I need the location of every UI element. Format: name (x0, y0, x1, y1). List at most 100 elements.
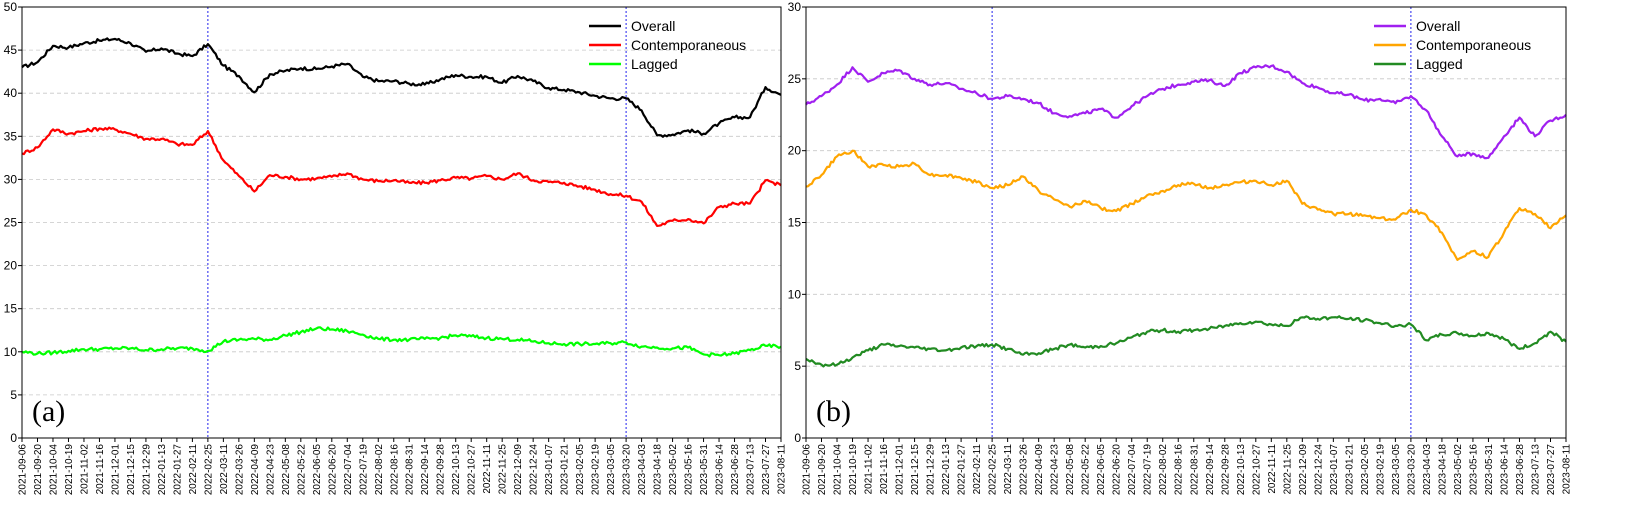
y-tick-label: 15 (4, 302, 18, 316)
x-tick-label: 2023-02-19 (1375, 444, 1386, 496)
x-tick-label: 2021-11-02 (79, 444, 90, 495)
x-tick-label: 2023-07-27 (1546, 444, 1557, 496)
y-tick-label: 45 (4, 43, 18, 57)
x-tick-label: 2023-05-02 (1453, 444, 1464, 496)
x-tick-label: 2022-02-11 (188, 444, 199, 495)
x-tick-label: 2022-07-04 (1127, 444, 1138, 496)
x-tick-label: 2022-07-19 (358, 444, 369, 496)
x-tick-label: 2022-11-25 (1282, 444, 1293, 495)
x-tick-label: 2023-03-05 (606, 444, 617, 496)
y-tick-label: 20 (788, 144, 802, 158)
x-tick-label: 2022-10-13 (451, 444, 462, 496)
x-tick-label: 2022-08-02 (374, 444, 385, 496)
x-tick-label: 2022-01-13 (157, 444, 168, 496)
x-tick-label: 2022-05-08 (1065, 444, 1076, 496)
y-tick-label: 15 (788, 216, 802, 230)
x-tick-label: 2022-12-24 (1313, 444, 1324, 496)
y-tick-label: 25 (788, 72, 802, 86)
x-tick-label: 2021-12-15 (126, 444, 137, 496)
y-tick-label: 40 (4, 86, 18, 100)
x-tick-label: 2022-01-13 (941, 444, 952, 496)
x-tick-label: 2023-01-21 (1344, 444, 1355, 496)
x-tick-label: 2022-10-13 (1236, 444, 1247, 496)
x-tick-label: 2022-10-27 (1251, 444, 1262, 496)
x-tick-label: 2022-09-28 (1220, 444, 1231, 496)
x-tick-label: 2022-03-26 (1019, 444, 1030, 496)
x-tick-label: 2023-04-18 (1437, 444, 1448, 496)
x-tick-label: 2023-08-11 (777, 444, 788, 495)
x-tick-label: 2021-11-16 (879, 444, 890, 495)
x-tick-label: 2023-02-19 (591, 444, 602, 496)
x-tick-label: 2021-09-20 (33, 444, 44, 496)
x-tick-label: 2022-09-28 (436, 444, 447, 496)
x-tick-label: 2023-06-14 (715, 444, 726, 496)
y-tick-label: 50 (4, 0, 18, 14)
y-tick-label: 25 (4, 216, 18, 230)
x-tick-label: 2021-12-01 (895, 444, 906, 496)
series-line-overall (21, 37, 782, 138)
y-tick-label: 35 (4, 129, 18, 143)
x-tick-label: 2023-05-16 (1468, 444, 1479, 496)
x-tick-label: 2022-02-11 (972, 444, 983, 495)
x-tick-label: 2021-10-04 (48, 444, 59, 496)
x-tick-label: 2023-08-11 (1562, 444, 1573, 495)
y-tick-label: 20 (4, 259, 18, 273)
x-tick-label: 2021-10-19 (64, 444, 75, 496)
series-line-contemporaneous (21, 126, 782, 227)
x-tick-label: 2023-07-13 (1530, 444, 1541, 496)
legend-label-contemporaneous: Contemporaneous (631, 37, 746, 53)
x-tick-label: 2022-01-27 (172, 444, 183, 496)
x-tick-label: 2023-01-07 (544, 444, 555, 496)
chart-panel-a: 0 5 10 15 20 25 30 35 40 45 50 2021-09-06 2021-09-20… (4, 0, 788, 495)
x-tick-label: 2023-04-03 (1422, 444, 1433, 496)
x-tick-label: 2022-04-23 (265, 444, 276, 496)
x-tick-label: 2023-05-02 (668, 444, 679, 496)
x-tick-label: 2022-12-09 (1298, 444, 1309, 496)
x-tick-label: 2022-08-31 (405, 444, 416, 496)
x-tick-label: 2021-11-16 (95, 444, 106, 495)
x-tick-label: 2022-08-31 (1189, 444, 1200, 496)
y-tick-label: 0 (794, 431, 801, 445)
x-tick-label: 2023-07-27 (761, 444, 772, 496)
x-tick-label: 2022-10-27 (467, 444, 478, 496)
x-tick-label: 2022-09-14 (1205, 444, 1216, 496)
legend-label-contemporaneous: Contemporaneous (1416, 37, 1531, 53)
x-tick-label: 2022-05-22 (1081, 444, 1092, 496)
x-tick-label: 2022-04-09 (1034, 444, 1045, 496)
x-tick-label: 2023-03-05 (1391, 444, 1402, 496)
x-tick-label: 2021-12-15 (910, 444, 921, 496)
series-line-contemporaneous (805, 149, 1567, 261)
x-tick-label: 2023-05-16 (684, 444, 695, 496)
chart-panel-b: 0 5 10 15 20 25 30 2021-09-06 2021-09-20 2021-10-… (788, 0, 1573, 495)
x-tick-label: 2022-05-22 (296, 444, 307, 496)
y-tick-label: 10 (788, 287, 802, 301)
series-line-lagged (805, 315, 1567, 368)
x-tick-label: 2022-06-20 (1112, 444, 1123, 496)
x-tick-label: 2022-05-08 (281, 444, 292, 496)
y-tick-label: 5 (10, 388, 17, 402)
x-tick-label: 2022-02-25 (988, 444, 999, 496)
x-tick-label: 2022-03-11 (219, 444, 230, 495)
x-tick-label: 2022-02-25 (203, 444, 214, 496)
x-tick-label: 2021-09-20 (817, 444, 828, 496)
x-tick-label: 2023-02-05 (575, 444, 586, 496)
legend-label-overall: Overall (1416, 18, 1460, 34)
x-tick-label: 2023-06-14 (1499, 444, 1510, 496)
x-tick-label: 2023-02-05 (1360, 444, 1371, 496)
x-tick-label: 2023-01-21 (560, 444, 571, 496)
x-tick-label: 2022-06-20 (327, 444, 338, 496)
legend-label-lagged: Lagged (1416, 56, 1463, 72)
x-tick-label: 2023-04-03 (637, 444, 648, 496)
x-tick-label: 2022-03-26 (234, 444, 245, 496)
x-tick-label: 2022-07-04 (343, 444, 354, 496)
x-tick-label: 2022-09-14 (420, 444, 431, 496)
y-tick-label: 30 (4, 172, 18, 186)
x-tick-label: 2022-06-05 (312, 444, 323, 496)
x-tick-label: 2023-06-28 (1515, 444, 1526, 496)
x-tick-label: 2022-08-16 (389, 444, 400, 496)
x-tick-label: 2021-09-06 (802, 444, 813, 496)
x-tick-label: 2021-10-04 (833, 444, 844, 496)
x-tick-label: 2023-07-13 (746, 444, 757, 496)
y-tick-label: 5 (794, 359, 801, 373)
